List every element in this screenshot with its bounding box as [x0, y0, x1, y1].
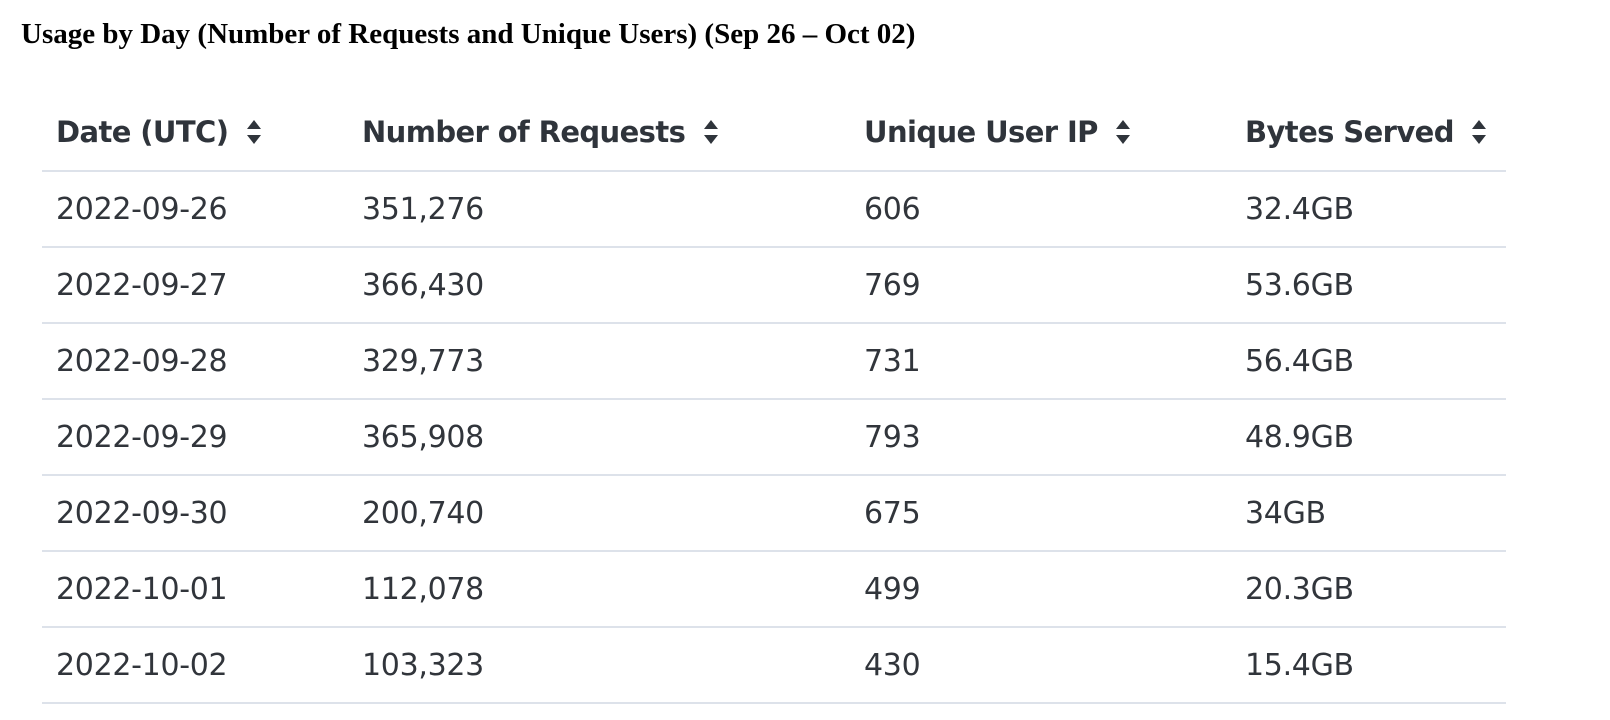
cell-number-of-requests: 112,078: [348, 551, 850, 628]
sort-icon[interactable]: [1115, 119, 1131, 145]
table-header: Date (UTC) Number of Requests Unique Use…: [42, 94, 1506, 172]
page-title: Usage by Day (Number of Requests and Uni…: [21, 18, 916, 50]
cell-unique-user-ip: 675: [850, 475, 1231, 552]
cell-date: 2022-09-28: [42, 323, 348, 400]
cell-date: 2022-09-27: [42, 247, 348, 324]
cell-bytes-served: 20.3GB: [1231, 551, 1506, 628]
cell-number-of-requests: 103,323: [348, 627, 850, 704]
cell-bytes-served: 15.4GB: [1231, 627, 1506, 704]
column-header-label: Unique User IP: [864, 115, 1098, 149]
table-row: 2022-09-26 351,276 606 32.4GB: [42, 171, 1506, 248]
table-row: 2022-09-29 365,908 793 48.9GB: [42, 399, 1506, 476]
table-row: 2022-09-27 366,430 769 53.6GB: [42, 247, 1506, 324]
cell-unique-user-ip: 430: [850, 627, 1231, 704]
sort-icon[interactable]: [1471, 119, 1487, 145]
cell-number-of-requests: 366,430: [348, 247, 850, 324]
sort-icon[interactable]: [246, 119, 262, 145]
cell-unique-user-ip: 769: [850, 247, 1231, 324]
cell-bytes-served: 53.6GB: [1231, 247, 1506, 324]
table-row: 2022-10-01 112,078 499 20.3GB: [42, 551, 1506, 628]
column-header-number-of-requests[interactable]: Number of Requests: [348, 94, 850, 172]
cell-date: 2022-10-02: [42, 627, 348, 704]
cell-bytes-served: 48.9GB: [1231, 399, 1506, 476]
cell-unique-user-ip: 606: [850, 171, 1231, 248]
cell-date: 2022-09-29: [42, 399, 348, 476]
cell-bytes-served: 56.4GB: [1231, 323, 1506, 400]
cell-number-of-requests: 200,740: [348, 475, 850, 552]
sort-icon[interactable]: [703, 119, 719, 145]
cell-date: 2022-10-01: [42, 551, 348, 628]
usage-table: Date (UTC) Number of Requests Unique Use…: [42, 94, 1506, 704]
column-header-label: Date (UTC): [56, 115, 229, 149]
cell-unique-user-ip: 731: [850, 323, 1231, 400]
cell-date: 2022-09-30: [42, 475, 348, 552]
table-row: 2022-10-02 103,323 430 15.4GB: [42, 627, 1506, 704]
column-header-bytes-served[interactable]: Bytes Served: [1231, 94, 1506, 172]
cell-number-of-requests: 329,773: [348, 323, 850, 400]
table-row: 2022-09-28 329,773 731 56.4GB: [42, 323, 1506, 400]
column-header-date[interactable]: Date (UTC): [42, 94, 348, 172]
header-row: Date (UTC) Number of Requests Unique Use…: [42, 94, 1506, 172]
cell-bytes-served: 32.4GB: [1231, 171, 1506, 248]
cell-number-of-requests: 351,276: [348, 171, 850, 248]
cell-date: 2022-09-26: [42, 171, 348, 248]
table-body: 2022-09-26 351,276 606 32.4GB 2022-09-27…: [42, 171, 1506, 704]
table-row: 2022-09-30 200,740 675 34GB: [42, 475, 1506, 552]
cell-unique-user-ip: 793: [850, 399, 1231, 476]
column-header-label: Bytes Served: [1245, 115, 1454, 149]
cell-unique-user-ip: 499: [850, 551, 1231, 628]
cell-bytes-served: 34GB: [1231, 475, 1506, 552]
column-header-unique-user-ip[interactable]: Unique User IP: [850, 94, 1231, 172]
column-header-label: Number of Requests: [362, 115, 686, 149]
cell-number-of-requests: 365,908: [348, 399, 850, 476]
usage-table-container: Date (UTC) Number of Requests Unique Use…: [42, 94, 1506, 704]
